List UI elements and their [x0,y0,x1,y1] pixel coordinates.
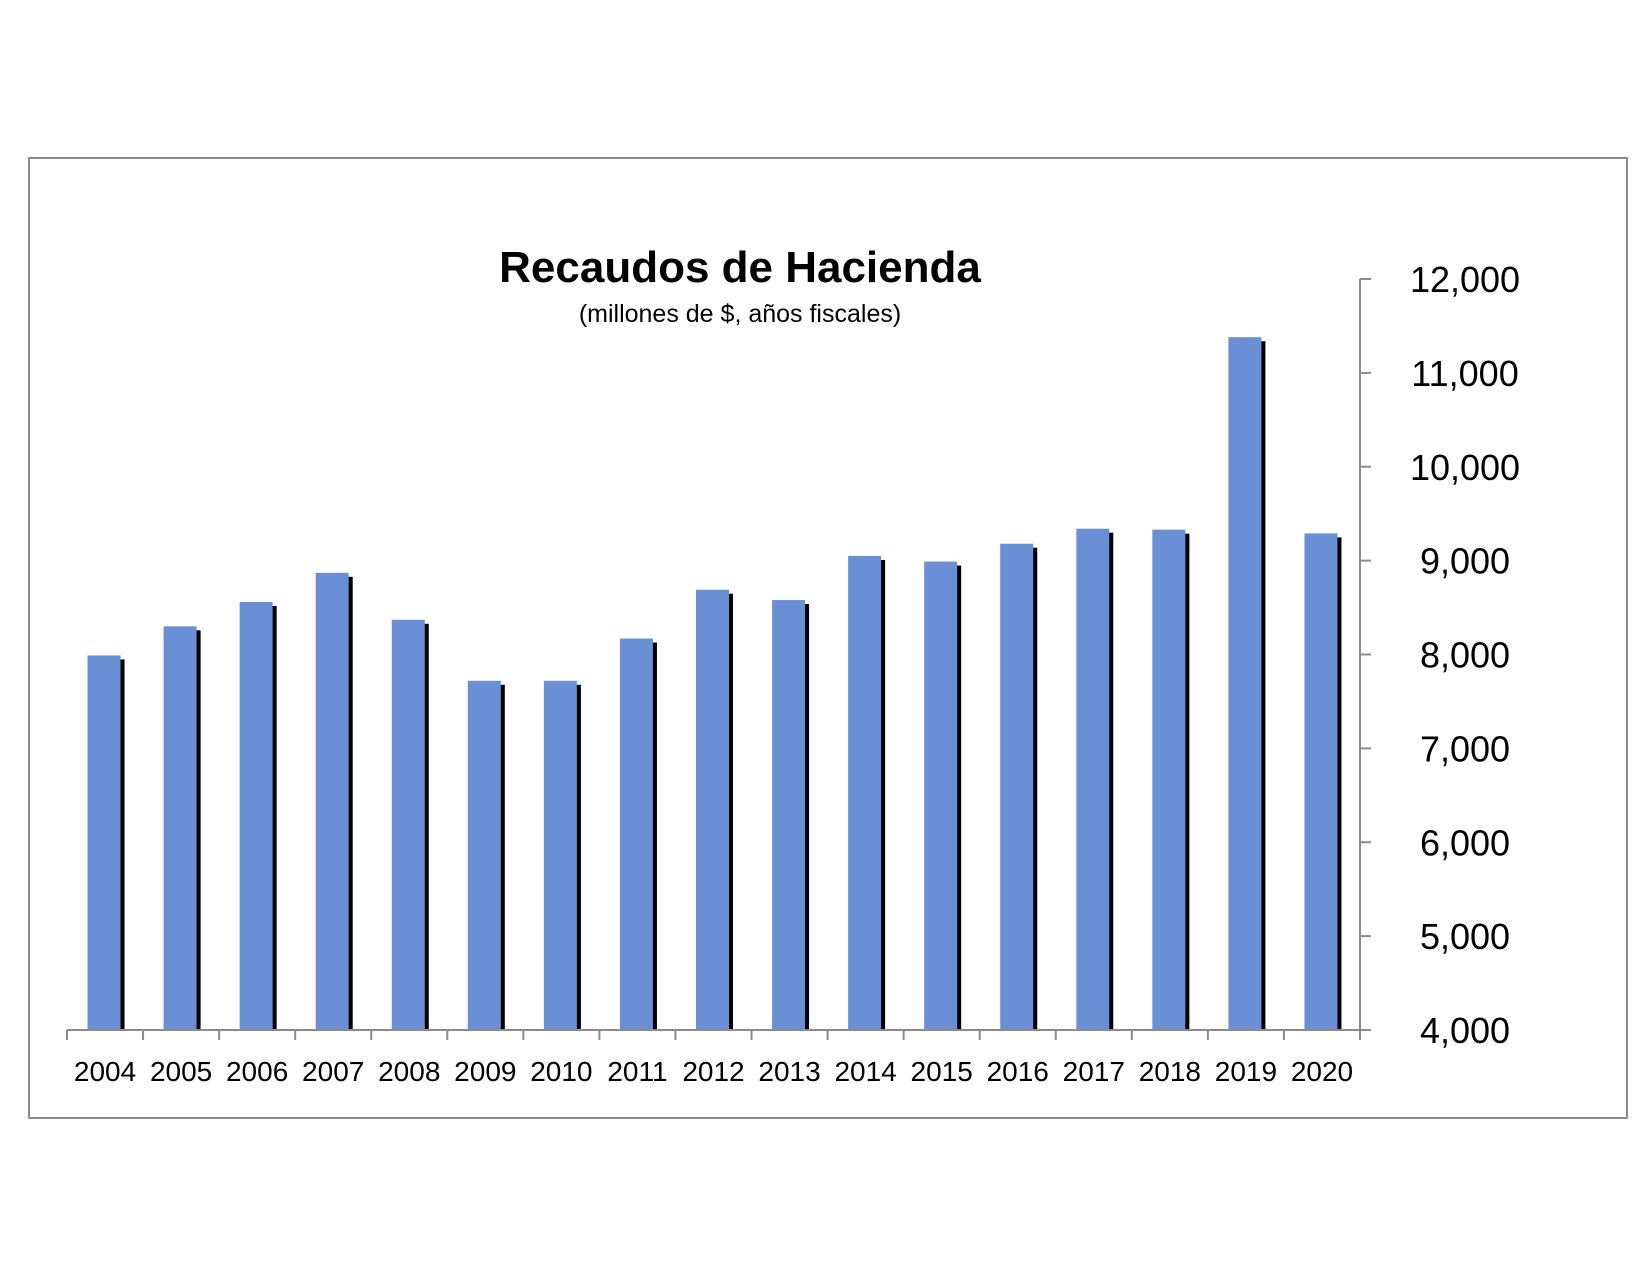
x-tick-label: 2007 [302,1056,364,1087]
bar [1000,543,1034,1030]
bar [163,626,197,1030]
x-tick-label: 2012 [682,1056,744,1087]
bar [1152,529,1186,1030]
bar [1228,337,1262,1030]
x-tick-label: 2006 [226,1056,288,1087]
x-tick-label: 2017 [1063,1056,1125,1087]
bar [87,655,121,1030]
bar [391,619,425,1030]
y-tick-label: 4,000 [1420,1010,1510,1051]
x-tick-label: 2008 [378,1056,440,1087]
x-tick-label: 2018 [1139,1056,1201,1087]
y-tick-label: 5,000 [1420,916,1510,957]
bar [772,600,806,1030]
chart-frame [28,157,1628,1119]
bar [1076,528,1110,1030]
bar [239,601,273,1030]
y-tick-label: 12,000 [1410,259,1520,300]
axes-layer [66,278,1371,1040]
bar [315,572,349,1030]
x-tick-label: 2014 [834,1056,896,1087]
x-tick-label: 2010 [530,1056,592,1087]
y-tick-label: 6,000 [1420,822,1510,863]
x-tick-label: 2020 [1291,1056,1353,1087]
x-tick-label: 2013 [758,1056,820,1087]
labels-layer: 4,000 5,000 6,000 7,000 8,000 9,000 10,000 11,0… [74,259,1520,1087]
bar [619,638,653,1030]
x-tick-label: 2004 [74,1056,136,1087]
y-tick-label: 9,000 [1420,541,1510,582]
x-tick-label: 2005 [150,1056,212,1087]
chart-title: Recaudos de Hacienda [499,243,981,292]
x-tick-label: 2016 [987,1056,1049,1087]
bar [924,561,958,1030]
x-tick-label: 2019 [1215,1056,1277,1087]
y-tick-label: 8,000 [1420,635,1510,676]
y-tick-label: 10,000 [1410,447,1520,488]
x-tick-label: 2009 [454,1056,516,1087]
y-tick-label: 11,000 [1411,353,1518,394]
x-tick-label: 2015 [911,1056,973,1087]
bar [848,555,882,1030]
y-tick-label: 7,000 [1420,728,1510,769]
bar [1304,533,1338,1030]
x-tick-label: 2011 [607,1056,667,1087]
bar [696,589,729,1030]
bar [467,680,501,1030]
chart-subtitle: (millones de $, años fiscales) [579,300,901,328]
bars-layer [87,337,1342,1030]
bar [543,680,577,1030]
